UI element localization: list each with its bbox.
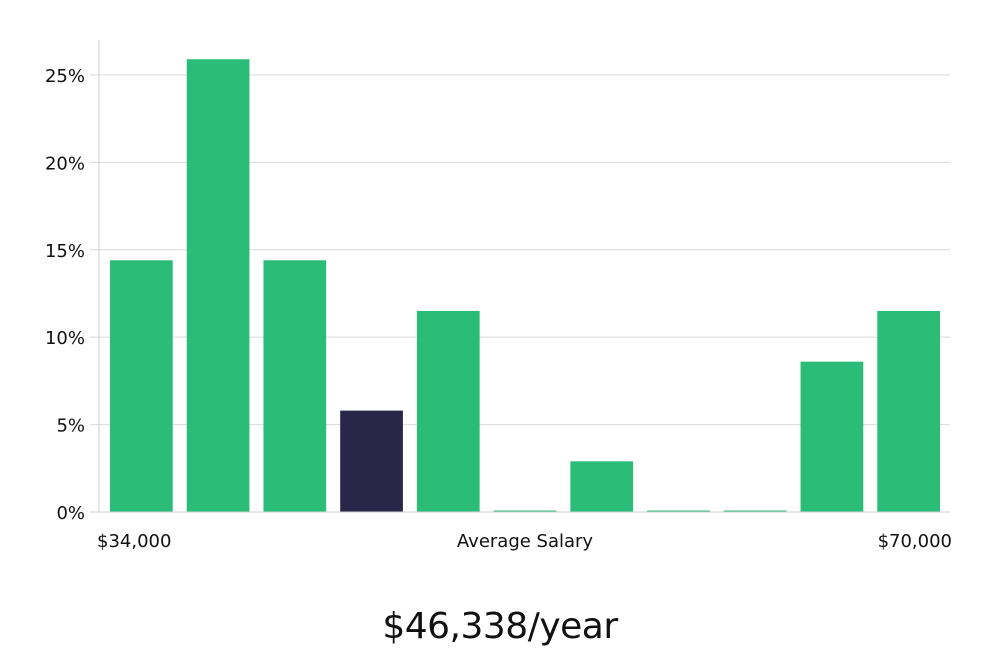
- bar: [110, 260, 173, 512]
- x-max-label: $70,000: [878, 531, 952, 552]
- y-axis-ticks: 0% 5% 10% 15% 20% 25%: [45, 66, 85, 524]
- bar: [263, 260, 327, 512]
- bar-highlighted: [340, 410, 403, 512]
- y-tick-label: 0%: [56, 503, 85, 524]
- y-tick-label: 10%: [45, 328, 85, 349]
- bar: [493, 510, 557, 512]
- bars: [110, 59, 940, 513]
- y-tick-label: 5%: [56, 416, 85, 437]
- bar: [416, 310, 480, 512]
- bar: [186, 59, 250, 513]
- bar: [647, 510, 710, 512]
- bar: [800, 361, 864, 512]
- bar: [877, 310, 940, 512]
- salary-histogram: 0%5%10%15%20%25% $34,000 Average Salary …: [45, 40, 952, 552]
- y-tick-label: 15%: [45, 241, 85, 262]
- y-tick-label: 25%: [45, 66, 85, 87]
- average-salary-readout: $46,338/year: [382, 606, 618, 647]
- bar: [570, 461, 634, 512]
- bar: [723, 510, 787, 512]
- y-tick-label: 20%: [45, 153, 85, 174]
- x-min-label: $34,000: [97, 531, 171, 552]
- x-axis-title: Average Salary: [457, 531, 594, 552]
